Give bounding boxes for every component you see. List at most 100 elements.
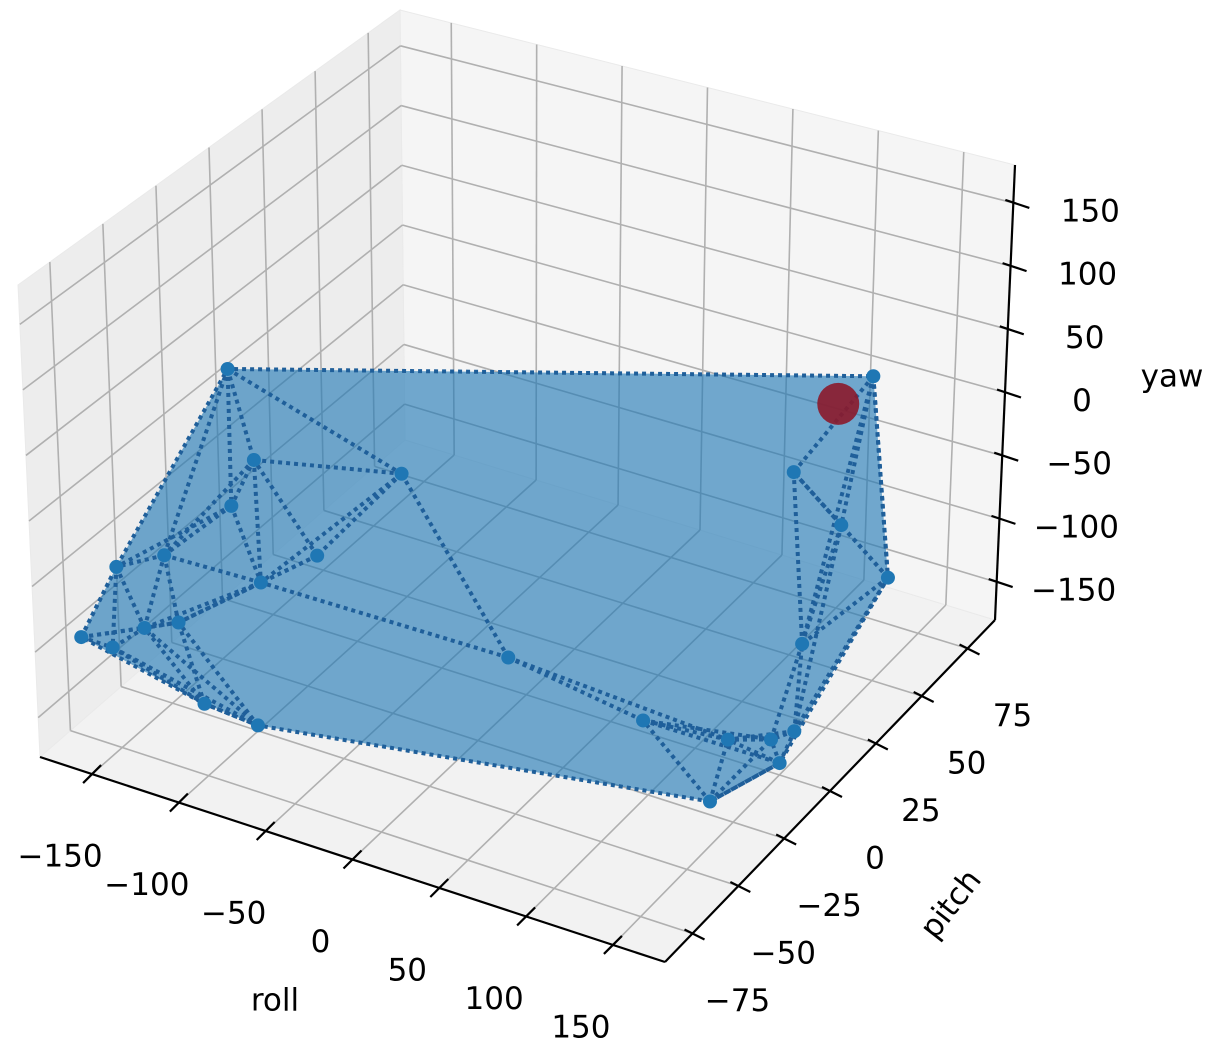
grid-line	[401, 164, 1008, 331]
hull-edge	[800, 375, 876, 645]
hull-edge	[800, 576, 890, 646]
hull-edge	[792, 470, 843, 527]
point	[834, 518, 849, 533]
x-tick	[169, 792, 189, 813]
point	[786, 465, 801, 480]
hull-edge	[143, 580, 262, 630]
z-tick	[1002, 262, 1027, 273]
hull	[78, 366, 890, 804]
x-tick	[603, 935, 623, 955]
point	[220, 361, 235, 376]
point	[394, 466, 409, 481]
point	[866, 369, 881, 384]
hull-edge	[642, 718, 729, 742]
hull-edge	[253, 457, 402, 476]
axes: −150−100−50050100150−75−50−250255075−150…	[18, 164, 1120, 1045]
hull-edge	[114, 566, 147, 629]
point	[224, 498, 239, 513]
x-tick	[516, 906, 536, 927]
hull-edge	[399, 472, 510, 659]
z-tick-label: 0	[1072, 383, 1092, 419]
x-tick-label: 0	[311, 924, 331, 960]
grid-line	[25, 164, 403, 457]
hull-edge	[708, 738, 773, 803]
y-tick	[821, 786, 843, 798]
hull-edge	[162, 458, 256, 557]
z-tick-label: −100	[1034, 509, 1119, 545]
hull-edge	[115, 504, 233, 569]
y-tick	[867, 738, 889, 751]
x-tick	[429, 878, 450, 898]
hull-edge	[143, 626, 260, 727]
z-tick-label: −50	[1047, 446, 1112, 482]
hull-edge	[176, 621, 207, 705]
hull-edge	[727, 729, 795, 742]
hull-edge	[709, 761, 781, 804]
point	[787, 724, 802, 739]
hull-edge	[226, 367, 403, 476]
point	[250, 718, 265, 733]
grid-line	[28, 224, 403, 522]
hull-fill	[78, 366, 890, 804]
grid-line	[400, 104, 1011, 267]
hull-edge	[641, 719, 712, 803]
point	[171, 615, 186, 630]
point	[197, 696, 212, 711]
highlight-point	[817, 382, 860, 425]
point	[109, 559, 124, 574]
z-tick	[996, 388, 1022, 399]
x-tick	[342, 849, 363, 870]
y-tick-label: 50	[947, 746, 986, 782]
point	[246, 452, 261, 467]
point	[764, 732, 779, 747]
grid-line	[400, 45, 1014, 204]
point	[772, 756, 787, 771]
hull-edge	[507, 655, 729, 742]
hull-edge	[163, 504, 233, 557]
hull-edge	[792, 524, 844, 732]
hull-edge	[79, 565, 119, 638]
y-tick	[684, 928, 705, 941]
y-tick-label: −50	[751, 936, 816, 972]
hull-edge	[315, 472, 403, 558]
x-tick-label: −50	[201, 896, 266, 932]
y-tick-label: −75	[705, 983, 770, 1019]
x-tick	[82, 764, 102, 784]
hull-edge	[871, 376, 890, 578]
point	[795, 636, 810, 651]
y-tick	[729, 881, 751, 893]
x-tick	[255, 821, 276, 841]
hull-edge	[708, 739, 730, 803]
z-tick	[993, 451, 1019, 462]
y-tick-label: −25	[796, 888, 861, 924]
z-tick	[991, 514, 1016, 525]
y-tick-label: 0	[865, 841, 885, 877]
point	[501, 650, 516, 665]
y-tick	[959, 643, 980, 656]
x-tick-label: 100	[465, 981, 524, 1017]
grid-line	[402, 283, 1003, 457]
point	[880, 570, 895, 585]
z-tick	[988, 578, 1014, 589]
x-tick-label: 150	[551, 1009, 610, 1045]
x-axis-label: roll	[251, 983, 299, 1019]
y-tick-label: 25	[901, 793, 940, 829]
hull-edge	[260, 580, 509, 660]
hull-edge	[176, 621, 260, 727]
y-tick	[775, 833, 797, 846]
z-tick-label: 50	[1065, 320, 1104, 356]
hull-edge	[163, 553, 262, 585]
y-axis-label: pitch	[913, 863, 989, 946]
point	[310, 548, 325, 563]
hull-edge	[110, 566, 119, 648]
point	[702, 794, 717, 809]
grid-line	[22, 104, 402, 391]
hull-edge	[259, 472, 403, 585]
x-tick-label: −100	[104, 867, 189, 903]
grid-line	[70, 729, 693, 935]
hull-edge	[144, 620, 179, 630]
point	[105, 640, 120, 655]
hull-edge	[111, 645, 206, 706]
grid-line	[120, 685, 739, 887]
